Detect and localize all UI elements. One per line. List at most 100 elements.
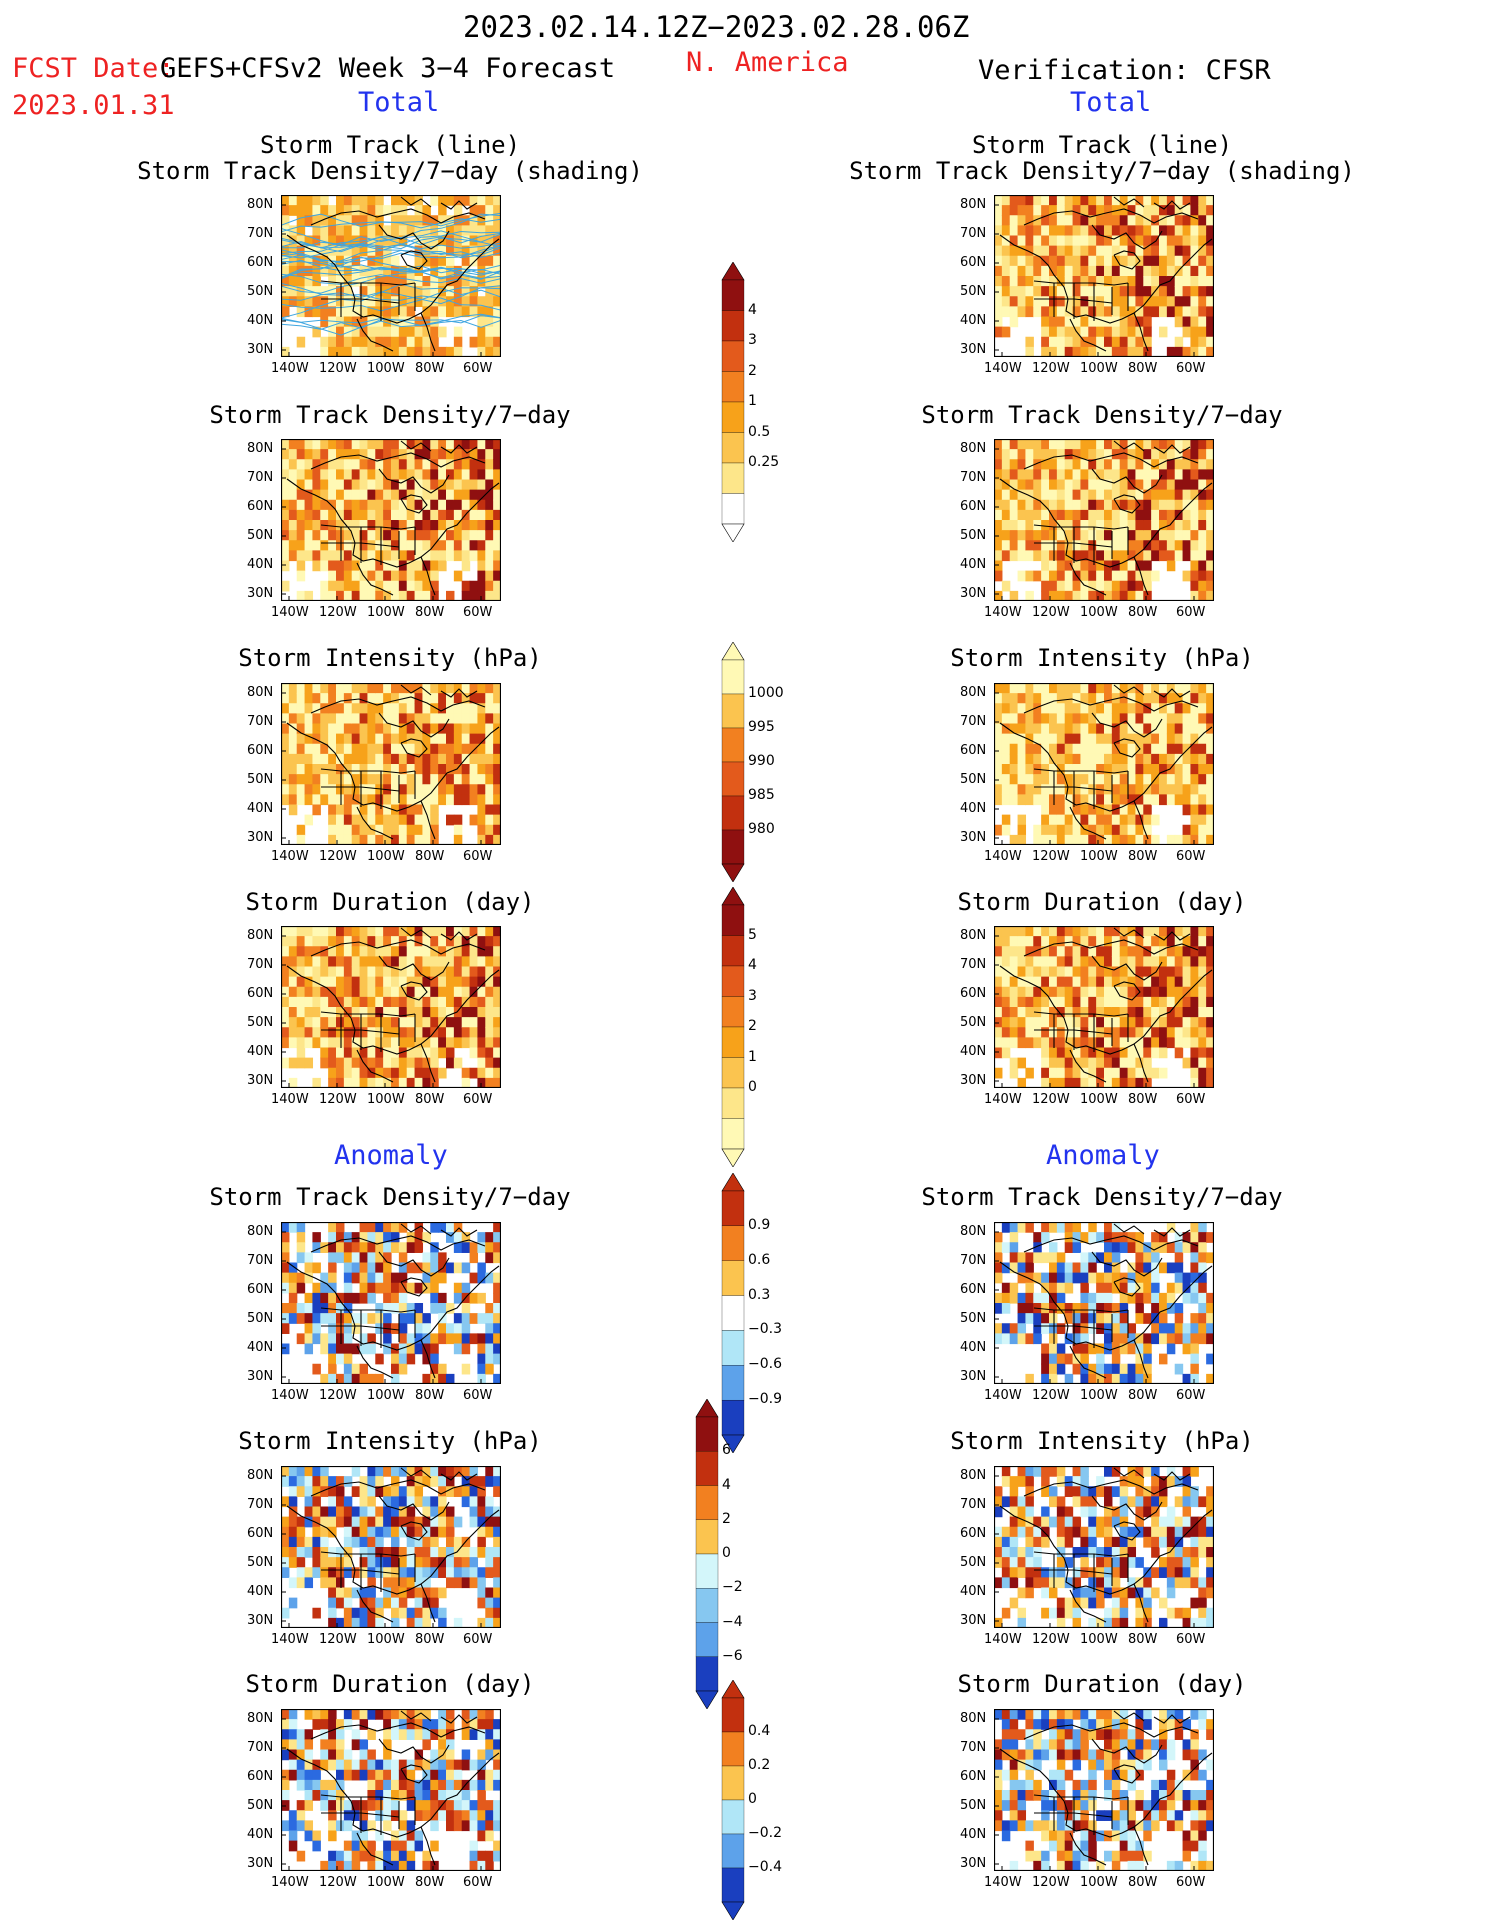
shaded-cell <box>1033 733 1042 745</box>
shaded-cell <box>493 1017 501 1028</box>
shaded-cell <box>414 346 424 357</box>
shaded-cell <box>1041 986 1050 998</box>
shaded-cell <box>446 774 455 785</box>
shaded-cell <box>1198 580 1207 592</box>
shaded-cell <box>351 1323 361 1334</box>
shaded-cell <box>1096 1313 1105 1324</box>
shaded-cell <box>1119 1047 1129 1059</box>
shaded-cell <box>367 1007 376 1018</box>
shaded-cell <box>1119 1547 1129 1558</box>
shaded-cell <box>1049 986 1058 998</box>
shaded-cell <box>1104 245 1113 257</box>
shaded-cell <box>383 1047 392 1059</box>
shaded-cell <box>1049 1353 1058 1365</box>
shaded-cell <box>461 1363 471 1375</box>
shaded-cell <box>351 580 361 592</box>
shaded-cell <box>1174 550 1184 562</box>
shaded-cell <box>1190 723 1199 735</box>
shaded-cell <box>1041 306 1050 318</box>
shaded-cell <box>1198 245 1207 257</box>
shaded-cell <box>375 469 384 481</box>
shaded-cell <box>1143 255 1152 267</box>
shaded-cell <box>477 296 486 307</box>
shaded-cell <box>288 195 298 206</box>
shaded-cell <box>359 1272 369 1284</box>
shaded-cell <box>1072 926 1082 937</box>
map-density-total-forecast <box>281 439 501 601</box>
shaded-cell <box>1009 499 1019 511</box>
shaded-cell <box>461 1466 471 1477</box>
shaded-cell <box>430 1333 439 1345</box>
shaded-cell <box>1064 824 1074 836</box>
shaded-cell <box>1001 1476 1011 1487</box>
shaded-cell <box>1198 774 1207 785</box>
shaded-cell <box>477 550 486 562</box>
shaded-cell <box>438 733 447 745</box>
shaded-cell <box>430 235 439 247</box>
shaded-cell <box>312 1027 321 1038</box>
shaded-cell <box>1111 966 1121 978</box>
shaded-cell <box>1119 255 1129 267</box>
shaded-cell <box>469 794 479 806</box>
shaded-cell <box>336 1252 345 1264</box>
map-frame <box>281 683 501 845</box>
shaded-cell <box>398 1587 408 1599</box>
shaded-cell <box>351 753 361 765</box>
shaded-cell <box>1182 996 1192 1008</box>
shaded-cell <box>1072 520 1082 531</box>
shaded-cell <box>375 1617 384 1628</box>
shaded-cell <box>296 499 306 511</box>
shaded-cell <box>351 794 361 806</box>
shaded-cell <box>1151 570 1160 582</box>
shaded-cell <box>1198 723 1207 735</box>
shaded-cell <box>446 346 455 357</box>
shaded-cell <box>1017 693 1027 704</box>
shaded-cell <box>477 1496 486 1508</box>
shaded-cell <box>1009 1526 1019 1538</box>
shaded-cell <box>1072 1363 1082 1375</box>
shaded-cell <box>1159 1557 1168 1568</box>
shaded-cell <box>359 1242 369 1253</box>
shaded-cell <box>328 316 337 328</box>
shaded-cell <box>1190 1496 1199 1508</box>
shaded-cell <box>477 1242 486 1253</box>
shaded-cell <box>1190 1547 1199 1558</box>
shaded-cell <box>383 1496 392 1508</box>
shaded-cell <box>1064 1303 1074 1314</box>
shaded-cell <box>430 1536 439 1548</box>
shaded-cell <box>453 1577 463 1589</box>
shaded-cell <box>414 1587 424 1599</box>
shaded-cell <box>1025 1536 1034 1548</box>
shaded-cell <box>398 1567 408 1578</box>
shaded-cell <box>493 1526 501 1538</box>
shaded-cell <box>1072 276 1082 287</box>
shaded-cell <box>304 530 314 541</box>
shaded-cell <box>406 946 416 957</box>
shaded-cell <box>288 509 298 521</box>
shaded-cell <box>1174 540 1184 551</box>
shaded-cell <box>994 1526 1003 1538</box>
coastline <box>420 312 436 352</box>
shaded-cell <box>477 1536 486 1548</box>
shaded-cell <box>375 1547 384 1558</box>
shaded-cell <box>359 195 369 206</box>
shaded-cell <box>1096 966 1105 978</box>
shaded-cell <box>359 509 369 521</box>
shaded-cell <box>1080 1567 1089 1578</box>
shaded-cell <box>1001 1567 1011 1578</box>
shaded-cell <box>351 1067 361 1079</box>
shaded-cell <box>1159 1017 1168 1028</box>
shaded-cell <box>1025 235 1034 247</box>
shaded-cell <box>1056 459 1066 470</box>
shaded-cell <box>1088 225 1097 237</box>
shaded-cell <box>320 1373 329 1384</box>
shaded-cell <box>1190 1037 1199 1049</box>
shaded-cell <box>477 265 486 277</box>
shaded-cell <box>351 346 361 357</box>
shaded-cell <box>1064 1232 1074 1243</box>
shaded-cell <box>446 794 455 806</box>
shaded-cell <box>375 1373 384 1384</box>
shaded-cell <box>1056 469 1066 481</box>
shaded-cell <box>1009 286 1019 297</box>
shaded-cell <box>1001 824 1011 836</box>
